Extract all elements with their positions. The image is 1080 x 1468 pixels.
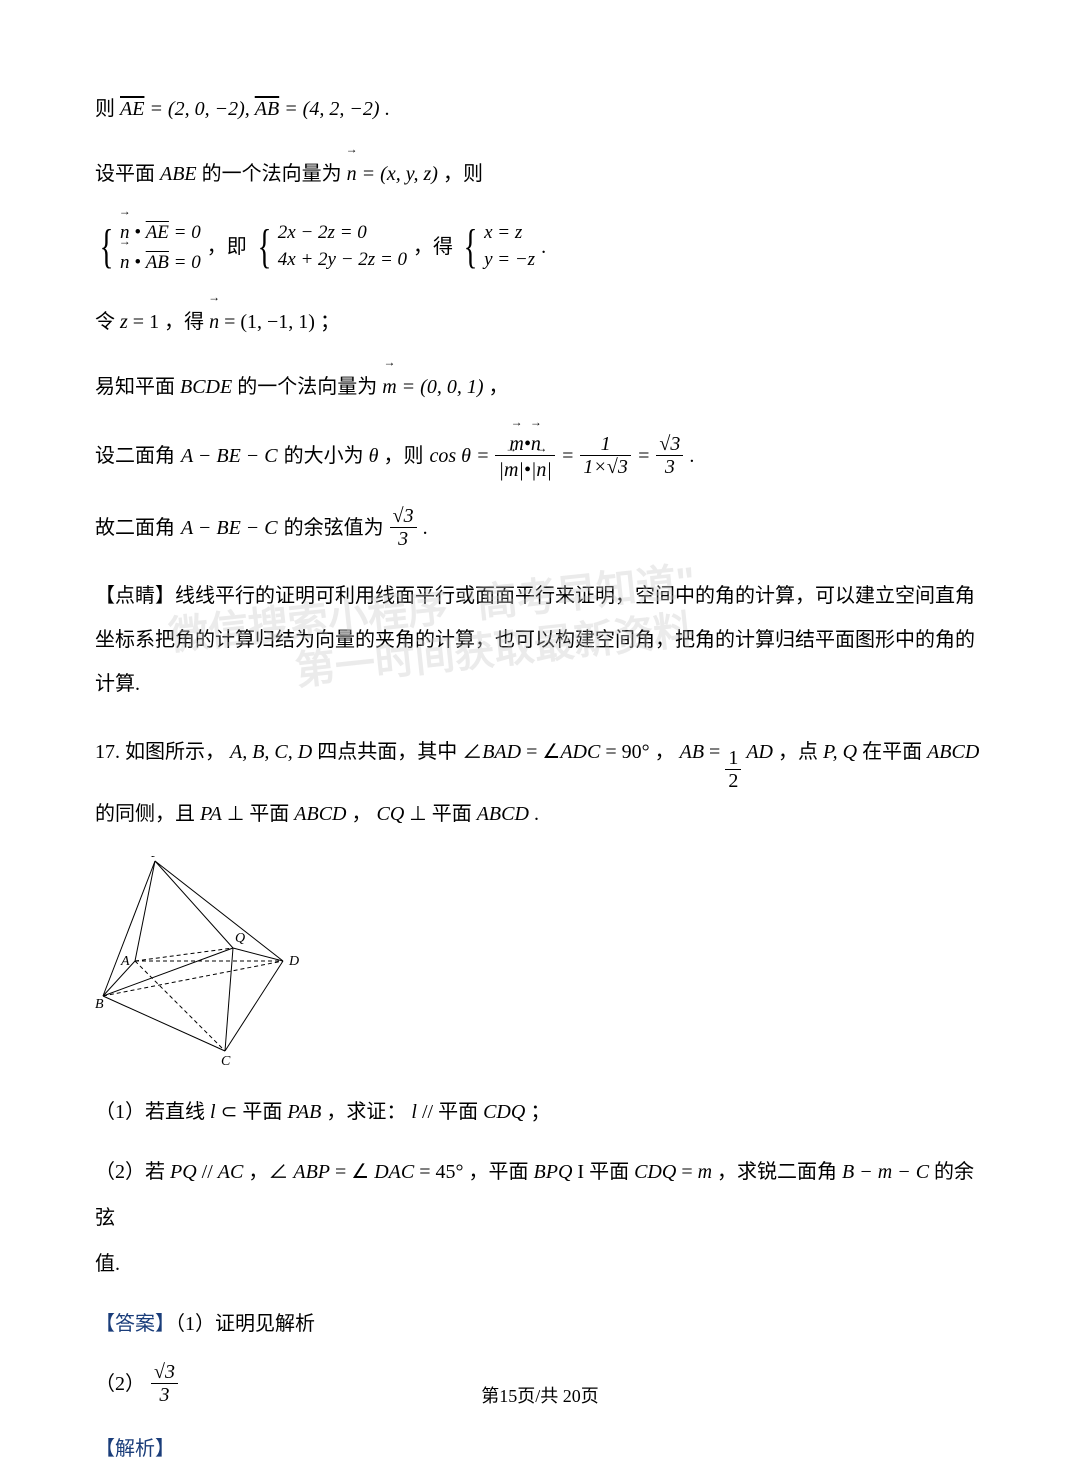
text: 的一个法向量为 [202, 163, 347, 185]
eq-stack: 2x − 2z = 0 4x + 2y − 2z = 0 [278, 220, 407, 273]
fraction: √3 3 [656, 433, 683, 478]
jiexi-tag: 【解析】 [95, 1438, 175, 1460]
text: = 90° ， [605, 741, 674, 763]
text-line: 易知平面 BCDE 的一个法向量为 m = (0, 0, 1) ， [95, 365, 985, 406]
jiexi-block: 【解析】 [95, 1430, 985, 1468]
math-expr: AE = (2, 0, −2), AB = (4, 2, −2) [120, 98, 385, 120]
math-expr: A − BE − C [181, 509, 278, 547]
svg-text:B: B [95, 997, 104, 1012]
question-17: 17. 如图所示， A, B, C, D 四点共面，其中 ∠BAD = ∠ADC… [95, 730, 985, 836]
math-expr: ABE [160, 163, 197, 185]
text: // 平面 [422, 1101, 483, 1123]
text: ，即 [207, 228, 247, 266]
text: ⊥ 平面 [409, 803, 476, 825]
eq-stack: x = z y = −z [484, 220, 535, 273]
text: ，点 [778, 741, 823, 763]
fraction: m•n |m|•|n| [495, 430, 554, 481]
equation-system: { n • AE = 0 n • AB = 0 ，即 { 2x − 2z = 0… [95, 217, 985, 276]
hint-block: 【点睛】线线平行的证明可利用线面平行或面面平行来证明，空间中的角的计算，可以建立… [95, 574, 985, 706]
text: = [561, 437, 575, 475]
svg-text:Q: Q [235, 931, 245, 946]
svg-text:C: C [221, 1054, 231, 1066]
text: 的同侧，且 [95, 803, 200, 825]
text: 设二面角 [95, 437, 175, 475]
figure-svg: P A B C D Q [95, 856, 315, 1066]
text-line: 设平面 ABE 的一个法向量为 n = (x, y, z) ，则 [95, 152, 985, 193]
text: 四点共面，其中 ∠ [317, 741, 482, 763]
sub-question-1: （1）若直线 l ⊂ 平面 PAB ，求证： l // 平面 CDQ ； [95, 1093, 985, 1131]
fraction: 12 [725, 747, 741, 792]
text: . [385, 98, 390, 120]
q-number: 17. [95, 741, 120, 763]
math-expr: BCDE [180, 376, 232, 398]
text: （1）若直线 [95, 1101, 210, 1123]
math-expr: A, B, C, D [230, 741, 312, 763]
text: = [637, 437, 651, 475]
text: 设平面 [95, 163, 160, 185]
text: . [541, 228, 546, 266]
text: = 45° ，平面 [419, 1161, 533, 1183]
svg-text:D: D [288, 954, 299, 969]
text-line: 则 AE = (2, 0, −2), AB = (4, 2, −2) . [95, 90, 985, 128]
text: 故二面角 [95, 509, 175, 547]
text: 的余弦值为 [284, 509, 384, 547]
text: ， [489, 376, 509, 398]
text: // [202, 1161, 218, 1183]
hint-body: 线线平行的证明可利用线面平行或面面平行来证明，空间中的角的计算，可以建立空间直角… [95, 585, 975, 695]
text: 的一个法向量为 [237, 376, 382, 398]
text: ⊂ 平面 [221, 1101, 288, 1123]
text: （2）若 [95, 1161, 170, 1183]
answer-1: （1）证明见解析 [175, 1313, 315, 1335]
text: ⊥ 平面 [227, 803, 294, 825]
geometry-figure: P A B C D Q [95, 856, 985, 1079]
text: 如图所示， [125, 741, 225, 763]
text: 的大小为 θ ，则 [284, 437, 424, 475]
math-expr: m = (0, 0, 1) [382, 376, 483, 398]
left-brace-icon: { [257, 225, 271, 268]
svg-text:A: A [120, 954, 130, 969]
fraction: √3 3 [390, 505, 417, 550]
text-line: 设二面角 A − BE − C 的大小为 θ ，则 cos θ = m•n |m… [95, 430, 985, 481]
sub-question-2: （2）若 PQ // AC ，∠ ABP = ∠ DAC = 45° ，平面 B… [95, 1149, 985, 1287]
left-brace-icon: { [464, 225, 478, 268]
text: ，∠ [248, 1161, 288, 1183]
text: = ∠ [526, 741, 560, 763]
answer-block: 【答案】（1）证明见解析 [95, 1305, 985, 1343]
page-footer: 第15页/共 20页 [0, 1379, 1080, 1413]
text-line: 故二面角 A − BE − C 的余弦值为 √3 3 . [95, 505, 985, 550]
text: 令 z = 1 ，得 n = (1, −1, 1) ； [95, 311, 340, 333]
text: ，求锐二面角 [717, 1161, 842, 1183]
text: = [709, 741, 725, 763]
answer-tag: 【答案】 [95, 1313, 175, 1335]
svg-text:P: P [150, 856, 160, 861]
text: 则 [95, 98, 120, 120]
fraction: 1 1×√3 [580, 433, 630, 478]
document-page: 微信搜索小程序 "高考早知道" 第一时间获取最新资料 则 AE = (2, 0,… [0, 0, 1080, 1449]
text: I 平面 [577, 1161, 634, 1183]
text: = ∠ [335, 1161, 369, 1183]
text-line: 令 z = 1 ，得 n = (1, −1, 1) ； [95, 300, 985, 341]
hint-tag: 【点睛】 [95, 585, 175, 607]
text: ； [530, 1101, 550, 1123]
text: 值. [95, 1253, 120, 1275]
text: ， [352, 803, 372, 825]
text: ，则 [443, 163, 483, 185]
text: . [689, 437, 694, 475]
text: = [681, 1161, 697, 1183]
text: ，求证： [326, 1101, 406, 1123]
text: ，得 [413, 228, 453, 266]
text: . [534, 803, 539, 825]
left-brace-icon: { [100, 225, 114, 268]
text: . [423, 509, 428, 547]
text: 在平面 [862, 741, 927, 763]
text: 易知平面 [95, 376, 180, 398]
math-expr: n = (x, y, z) [347, 163, 438, 185]
eq-stack: n • AE = 0 n • AB = 0 [120, 217, 201, 276]
math-expr: cos θ = [429, 437, 489, 475]
math-expr: A − BE − C [181, 437, 278, 475]
